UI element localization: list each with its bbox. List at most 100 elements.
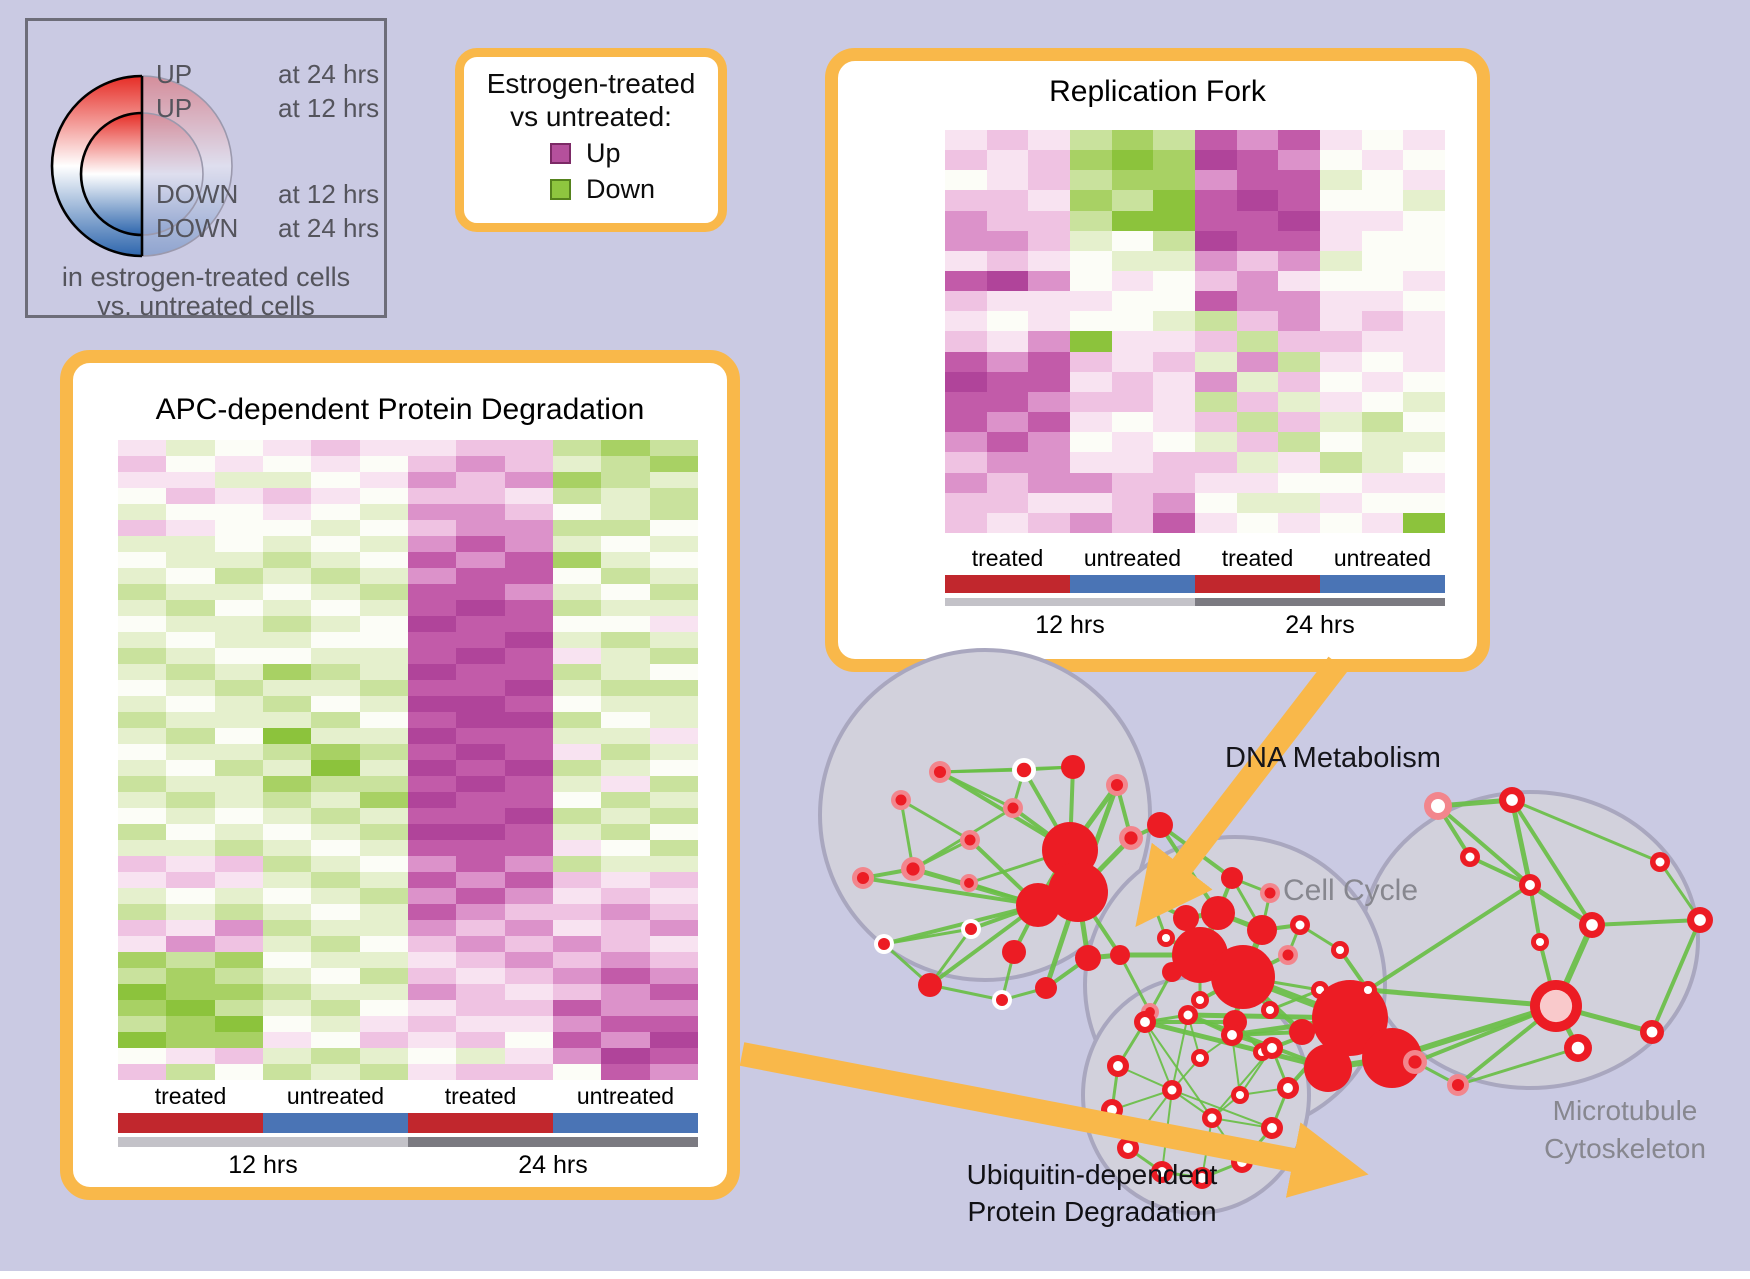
heatmap-cell	[1195, 512, 1237, 533]
heatmap-cell	[504, 824, 553, 840]
heatmap-cell	[166, 552, 215, 568]
heatmap-cell	[456, 920, 505, 936]
heatmap-cell	[649, 568, 698, 584]
heatmap-cell	[552, 968, 602, 984]
network-node	[1362, 1028, 1422, 1088]
heatmap-cell	[986, 271, 1029, 292]
heatmap-cell	[118, 1032, 167, 1048]
heatmap-cell	[359, 632, 408, 648]
heatmap-cell	[359, 712, 408, 728]
heatmap-cell	[1320, 512, 1362, 533]
heatmap-cell	[262, 552, 312, 568]
heatmap-cell	[1403, 230, 1445, 251]
color-key-title: Estrogen-treated vs untreated:	[464, 67, 718, 133]
heatmap-cell	[359, 472, 408, 488]
heatmap-cell	[1320, 331, 1362, 352]
network-node	[1260, 883, 1280, 903]
heatmap-cell	[1195, 412, 1237, 433]
heatmap-cell	[311, 904, 360, 920]
heatmap-cell	[407, 696, 457, 712]
heatmap-cell	[456, 712, 505, 728]
heatmap-cell	[456, 440, 505, 456]
heatmap-cell	[214, 952, 263, 968]
heatmap-cell	[456, 888, 505, 904]
heatmap-cell	[986, 190, 1029, 211]
network-edge	[1260, 923, 1302, 932]
network-edge	[1164, 936, 1202, 957]
heatmap-cell	[1070, 331, 1112, 352]
network-edge	[1171, 1089, 1213, 1119]
heatmap-cell	[359, 776, 408, 792]
network-edge	[1527, 882, 1595, 928]
heatmap-cell	[456, 472, 505, 488]
heatmap-cell	[649, 616, 698, 632]
heatmap-cell	[945, 230, 987, 251]
heatmap-cell	[118, 520, 167, 536]
node-circle	[1016, 762, 1032, 778]
node-circle	[1143, 892, 1163, 912]
network-node	[1201, 896, 1235, 930]
heatmap-cell	[359, 840, 408, 856]
heatmap-cell	[214, 472, 263, 488]
network-edge	[1144, 1021, 1173, 1091]
heatmap-cell	[359, 792, 408, 808]
heatmap-cell	[504, 904, 553, 920]
heatmap-cell	[1278, 210, 1320, 231]
heatmap-cell	[1361, 492, 1404, 513]
heatmap-cell	[601, 712, 650, 728]
heatmap-cell	[407, 680, 457, 696]
heatmap-cell	[214, 1000, 263, 1016]
network-node	[1579, 912, 1605, 938]
network-edge	[1011, 768, 1026, 810]
heatmap-cell	[214, 1048, 263, 1064]
heatmap-cell	[118, 1016, 167, 1032]
heatmap-cell	[1278, 391, 1320, 413]
network-node	[1147, 812, 1173, 838]
heatmap-cell	[601, 632, 650, 648]
node-circle	[1525, 880, 1535, 890]
network-node	[1191, 991, 1209, 1009]
network-edge	[1170, 953, 1202, 974]
heatmap-cell	[214, 840, 263, 856]
heatmap-cell	[552, 936, 602, 952]
node-circle	[1107, 1105, 1117, 1115]
network-edge	[1239, 1087, 1289, 1096]
heatmap-cell	[359, 744, 408, 760]
heatmap-cell	[1028, 210, 1070, 231]
network-node	[1042, 822, 1098, 878]
heatmap-cell	[504, 776, 553, 792]
heatmap-cell	[649, 632, 698, 648]
heatmap-cell	[1403, 331, 1445, 352]
heatmap-cell	[311, 984, 360, 1000]
heatmap-cell	[407, 520, 457, 536]
node-circle	[1362, 1028, 1422, 1088]
heatmap-cell	[552, 696, 602, 712]
heatmap-cell	[504, 1016, 553, 1032]
node-circle	[1223, 1010, 1247, 1034]
node-circle	[1257, 1047, 1267, 1057]
node-circle	[1424, 792, 1452, 820]
network-node	[1424, 792, 1452, 820]
heatmap-cell	[1028, 472, 1070, 493]
heatmap-cell	[504, 488, 553, 504]
heatmap-cell	[649, 600, 698, 616]
network-node	[1110, 945, 1130, 965]
heatmap-cell	[986, 512, 1029, 533]
network-edge	[1199, 1034, 1233, 1059]
cluster-label-dna-metabolism: DNA Metabolism	[1225, 742, 1441, 774]
network-edge	[1183, 910, 1221, 921]
heatmap-cell	[1111, 230, 1154, 251]
network-edge	[1151, 900, 1168, 940]
heatmap-cell	[1278, 170, 1320, 191]
node-circle	[1519, 874, 1541, 896]
heatmap-cell	[552, 488, 602, 504]
node-circle	[1161, 933, 1171, 943]
heatmap-cell	[1236, 371, 1279, 392]
color-key-item-down: Down	[550, 174, 718, 205]
heatmap-cell	[1236, 150, 1279, 171]
heatmap-cell	[601, 552, 650, 568]
heatmap-cell	[359, 664, 408, 680]
network-edge	[1143, 1013, 1190, 1024]
network-edge	[1456, 1046, 1580, 1087]
inner-left-outline	[79, 111, 143, 237]
